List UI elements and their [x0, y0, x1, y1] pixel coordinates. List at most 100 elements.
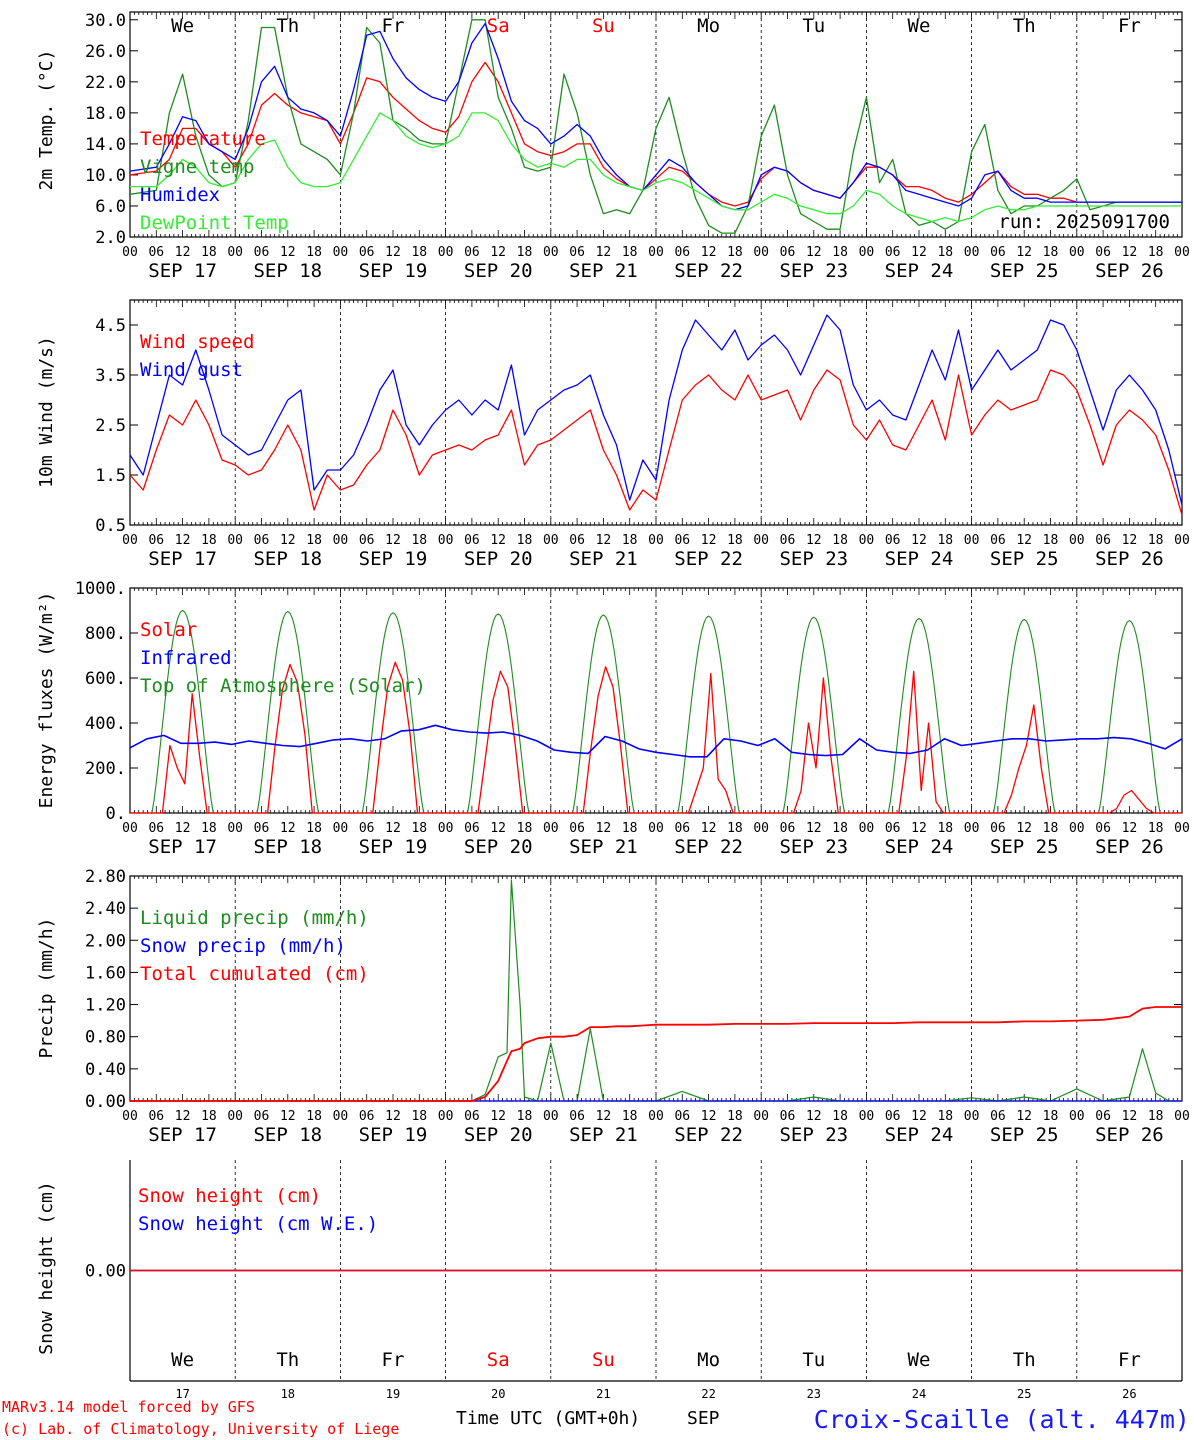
wind-panel-date-label: SEP 17 [148, 548, 217, 570]
wind-panel-hour-label: 18 [411, 533, 427, 548]
wind-panel-legend-entry: Wind gust [140, 359, 243, 381]
precip-panel-date-label: SEP 20 [464, 1124, 533, 1146]
temp-panel-hour-label: 06 [148, 245, 164, 260]
wind-panel-ytick-label: 0.5 [95, 516, 126, 536]
precip-panel-hour-label: 00 [438, 1109, 454, 1124]
energy-panel-solar-line [550, 666, 656, 814]
temp-panel-hour-label: 12 [911, 245, 927, 260]
temp-panel-ytick-label: 2.0 [95, 228, 126, 248]
run-annotation: run: 2025091700 [998, 211, 1170, 233]
wind-panel-hour-label: 00 [1069, 533, 1085, 548]
precip-panel-hour-label: 12 [280, 1109, 296, 1124]
energy-panel-hour-label: 18 [622, 821, 638, 836]
energy-panel-solar-line [445, 670, 551, 814]
temp-panel-date-label: SEP 22 [674, 260, 743, 282]
temp-panel-date-label: SEP 25 [990, 260, 1059, 282]
snow-panel-day-number: 21 [596, 1387, 610, 1401]
precip-panel-date-label: SEP 18 [253, 1124, 322, 1146]
temp-panel-weekday: Su [592, 15, 615, 37]
temp-panel-date-label: SEP 23 [779, 260, 848, 282]
energy-panel-hour-label: 00 [648, 821, 664, 836]
precip-panel-hour-label: 12 [385, 1109, 401, 1124]
temp-panel-weekday: Fr [1118, 15, 1141, 37]
temp-panel-hour-label: 18 [1043, 245, 1059, 260]
precip-panel-hour-label: 00 [227, 1109, 243, 1124]
energy-panel-hour-label: 00 [227, 821, 243, 836]
energy-panel-date-label: SEP 21 [569, 836, 638, 858]
energy-panel-hour-label: 00 [122, 821, 138, 836]
energy-panel-date-label: SEP 23 [779, 836, 848, 858]
temp-panel-hour-label: 18 [1148, 245, 1164, 260]
temp-panel-frame [129, 11, 1183, 238]
wind-panel-hour-label: 00 [543, 533, 559, 548]
precip-panel-hour-label: 18 [1043, 1109, 1059, 1124]
precip-panel-hour-label: 18 [306, 1109, 322, 1124]
temp-panel-hour-label: 12 [490, 245, 506, 260]
wind-panel-legend-entry: Wind speed [140, 331, 254, 353]
energy-panel-hour-label: 12 [280, 821, 296, 836]
footer-lab-line: (c) Lab. of Climatology, University of L… [2, 1420, 399, 1438]
temp-panel-hour-label: 00 [753, 245, 769, 260]
energy-panel-hour-label: 18 [411, 821, 427, 836]
precip-panel-hour-label: 00 [753, 1109, 769, 1124]
precip-panel-hour-label: 12 [911, 1109, 927, 1124]
wind-panel-hour-label: 18 [832, 533, 848, 548]
energy-panel-hour-label: 18 [1148, 821, 1164, 836]
energy-panel-toa-line [445, 613, 551, 814]
temp-panel-weekday: Sa [487, 15, 510, 37]
precip-panel-ytick-label: 1.60 [85, 963, 126, 983]
temp-panel-hour-label: 18 [832, 245, 848, 260]
temp-panel-series-line [129, 61, 1182, 207]
precip-panel-date-label: SEP 21 [569, 1124, 638, 1146]
precip-panel-hour-label: 06 [254, 1109, 270, 1124]
precip-panel-hour-label: 18 [727, 1109, 743, 1124]
wind-panel-hour-label: 00 [438, 533, 454, 548]
snow-panel-weekday: Th [276, 1349, 299, 1371]
energy-panel-solar-line [235, 663, 341, 814]
wind-panel-hour-label: 06 [569, 533, 585, 548]
precip-panel-hour-label: 18 [832, 1109, 848, 1124]
energy-panel-hour-label: 00 [438, 821, 454, 836]
temp-panel-hour-label: 18 [937, 245, 953, 260]
wind-panel-hour-label: 12 [596, 533, 612, 548]
temp-panel-hour-label: 12 [1016, 245, 1032, 260]
energy-panel-hour-label: 18 [1043, 821, 1059, 836]
wind-panel-hour-label: 18 [937, 533, 953, 548]
wind-panel-ytick-label: 3.5 [95, 366, 126, 386]
energy-panel-toa-line [656, 615, 762, 814]
wind-panel-hour-label: 12 [1016, 533, 1032, 548]
precip-panel-legend-entry: Liquid precip (mm/h) [140, 907, 369, 929]
precip-panel-ytick-label: 0.80 [85, 1028, 126, 1048]
energy-panel-date-label: SEP 26 [1095, 836, 1164, 858]
temp-panel-legend-entry: Humidex [140, 184, 220, 206]
temp-panel-ytick-label: 22.0 [85, 73, 126, 93]
precip-panel-date-label: SEP 23 [779, 1124, 848, 1146]
wind-panel-hour-label: 12 [1122, 533, 1138, 548]
precip-panel-hour-label: 18 [201, 1109, 217, 1124]
energy-panel-ytick-label: 0. [106, 804, 126, 824]
energy-panel-hour-label: 06 [885, 821, 901, 836]
energy-panel-ylabel: Energy fluxes (W/m²) [36, 592, 57, 809]
energy-panel-hour-label: 12 [1016, 821, 1032, 836]
temp-panel-hour-label: 18 [517, 245, 533, 260]
footer-model-line: MARv3.14 model forced by GFS [2, 1398, 255, 1416]
snow-panel-weekday: Fr [1118, 1349, 1141, 1371]
temp-panel-hour-label: 06 [780, 245, 796, 260]
temp-panel-hour-label: 00 [122, 245, 138, 260]
wind-panel-hour-label: 06 [990, 533, 1006, 548]
temp-panel-hour-label: 00 [333, 245, 349, 260]
snow-panel-weekday: Tu [802, 1349, 825, 1371]
wind-panel-hour-label: 00 [753, 533, 769, 548]
wind-panel-hour-label: 00 [648, 533, 664, 548]
temp-panel-hour-label: 12 [806, 245, 822, 260]
energy-panel-hour-label: 12 [490, 821, 506, 836]
precip-panel-hour-label: 00 [1174, 1109, 1190, 1124]
energy-panel-hour-label: 00 [1069, 821, 1085, 836]
wind-panel-date-label: SEP 26 [1095, 548, 1164, 570]
energy-panel-toa-line [340, 612, 446, 814]
snow-panel-day-number: 20 [491, 1387, 505, 1401]
precip-panel-date-label: SEP 22 [674, 1124, 743, 1146]
energy-panel-hour-label: 06 [569, 821, 585, 836]
energy-panel-hour-label: 12 [806, 821, 822, 836]
